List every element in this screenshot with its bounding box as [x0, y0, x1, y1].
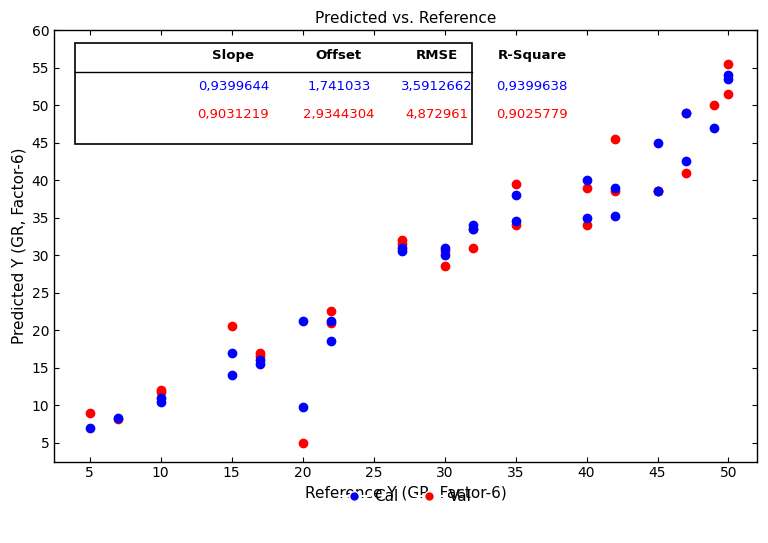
- Cal: [609, 184, 621, 192]
- Text: 1,741033: 1,741033: [307, 80, 370, 93]
- Cal: [651, 138, 664, 147]
- Cal: [325, 337, 337, 346]
- Legend: Cal, Val: Cal, Val: [333, 483, 478, 510]
- Title: Predicted vs. Reference: Predicted vs. Reference: [315, 11, 496, 26]
- Text: 0,9031219: 0,9031219: [197, 108, 269, 121]
- Y-axis label: Predicted Y (GR, Factor-6): Predicted Y (GR, Factor-6): [11, 148, 26, 344]
- Text: 0,9399644: 0,9399644: [197, 80, 269, 93]
- Val: [581, 184, 593, 192]
- Val: [509, 221, 521, 230]
- Text: 2,9344304: 2,9344304: [303, 108, 375, 121]
- Cal: [708, 123, 720, 132]
- Cal: [509, 217, 521, 226]
- Cal: [396, 247, 408, 256]
- Cal: [651, 187, 664, 195]
- Val: [680, 168, 692, 177]
- Val: [254, 352, 266, 361]
- Val: [680, 108, 692, 117]
- Cal: [296, 317, 309, 326]
- Cal: [296, 402, 309, 411]
- Val: [509, 180, 521, 188]
- Val: [651, 187, 664, 195]
- Cal: [509, 191, 521, 199]
- Val: [254, 349, 266, 357]
- Cal: [723, 71, 735, 79]
- Val: [112, 414, 124, 423]
- Cal: [723, 74, 735, 83]
- Cal: [254, 359, 266, 368]
- Val: [651, 187, 664, 195]
- Cal: [396, 243, 408, 252]
- Val: [439, 247, 451, 256]
- Cal: [467, 221, 479, 230]
- Cal: [467, 225, 479, 233]
- Val: [609, 135, 621, 143]
- Val: [396, 239, 408, 248]
- Text: Slope: Slope: [212, 49, 254, 62]
- Text: Offset: Offset: [316, 49, 362, 62]
- Val: [723, 60, 735, 68]
- Val: [154, 387, 167, 396]
- Val: [723, 90, 735, 98]
- X-axis label: Reference Y (GR, Factor-6): Reference Y (GR, Factor-6): [305, 486, 506, 501]
- Text: 4,872961: 4,872961: [406, 108, 468, 121]
- Text: R-Square: R-Square: [498, 49, 567, 62]
- Cal: [439, 243, 451, 252]
- Val: [226, 322, 238, 331]
- Cal: [609, 212, 621, 220]
- Val: [84, 408, 96, 417]
- Cal: [254, 356, 266, 364]
- Cal: [581, 213, 593, 222]
- Cal: [226, 371, 238, 380]
- Text: 0,9399638: 0,9399638: [496, 80, 568, 93]
- Text: 3,5912662: 3,5912662: [401, 80, 473, 93]
- Val: [325, 307, 337, 316]
- Cal: [680, 157, 692, 166]
- Cal: [112, 414, 124, 422]
- Val: [609, 187, 621, 195]
- Val: [396, 236, 408, 244]
- Val: [467, 225, 479, 233]
- Cal: [581, 176, 593, 185]
- Val: [467, 243, 479, 252]
- Val: [154, 386, 167, 395]
- Cal: [226, 349, 238, 357]
- Text: 0,9025779: 0,9025779: [496, 108, 568, 121]
- Val: [708, 101, 720, 110]
- Val: [581, 221, 593, 230]
- Cal: [439, 251, 451, 260]
- Cal: [84, 424, 96, 432]
- FancyBboxPatch shape: [75, 43, 472, 144]
- Cal: [325, 317, 337, 326]
- Text: RMSE: RMSE: [416, 49, 458, 62]
- Val: [439, 262, 451, 271]
- Val: [325, 318, 337, 327]
- Cal: [154, 397, 167, 406]
- Cal: [154, 394, 167, 402]
- Val: [296, 438, 309, 447]
- Cal: [680, 108, 692, 117]
